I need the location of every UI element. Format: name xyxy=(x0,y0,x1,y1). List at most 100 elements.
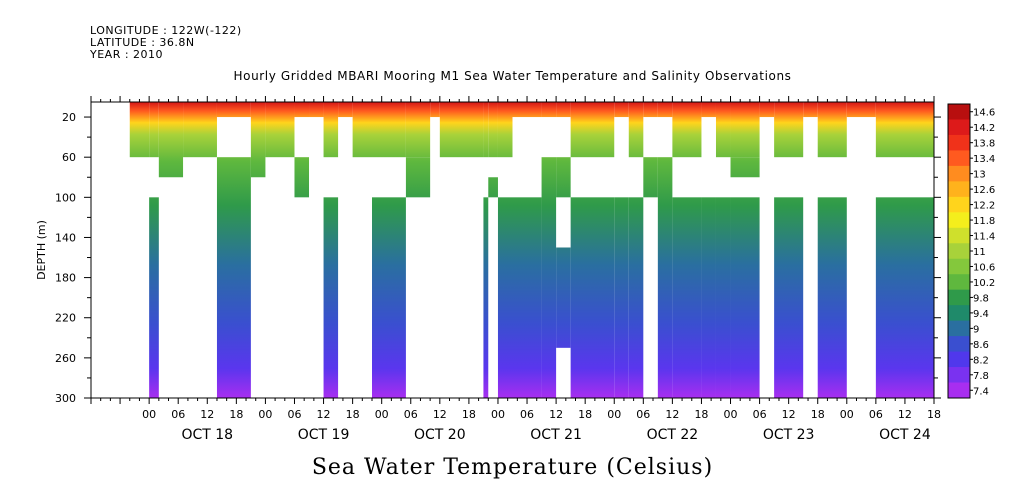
x-tick-label: 12 xyxy=(200,408,214,421)
data-cell xyxy=(430,102,440,118)
data-cell xyxy=(628,197,644,398)
colorbar-swatch xyxy=(948,305,970,322)
data-cell xyxy=(628,102,644,158)
x-tick-label: 00 xyxy=(840,408,854,421)
data-cell xyxy=(323,102,339,158)
data-cell xyxy=(774,102,804,158)
colorbar-swatch xyxy=(948,382,970,399)
latitude-label: LATITUDE : 36.8N xyxy=(90,36,195,49)
x-day-label: OCT 22 xyxy=(647,427,699,443)
x-tick-label: 18 xyxy=(927,408,941,421)
data-cell xyxy=(405,157,431,198)
x-tick-label: 18 xyxy=(694,408,708,421)
data-cell xyxy=(570,197,615,398)
data-cell xyxy=(556,247,571,348)
colorbar-label: 13 xyxy=(973,170,986,181)
y-tick-label: 220 xyxy=(55,312,76,325)
data-cell xyxy=(541,157,557,398)
colorbar-swatch xyxy=(948,165,970,182)
x-tick-label: 18 xyxy=(229,408,243,421)
x-tick-label: 12 xyxy=(549,408,563,421)
colorbar-swatch xyxy=(948,367,970,384)
x-day-label: OCT 21 xyxy=(530,427,582,443)
colorbar-label: 13.8 xyxy=(973,139,995,150)
data-cell xyxy=(372,197,406,398)
x-day-label: OCT 18 xyxy=(181,427,233,443)
data-cell xyxy=(730,197,760,398)
colorbar-label: 11.8 xyxy=(973,216,995,227)
data-cell xyxy=(701,197,716,398)
data-cell xyxy=(323,197,339,398)
colorbar-swatch xyxy=(948,336,970,353)
x-tick-label: 18 xyxy=(462,408,476,421)
colorbar-swatch xyxy=(948,150,970,167)
y-tick-label: 180 xyxy=(55,272,76,285)
colorbar-label: 9.8 xyxy=(973,293,989,304)
x-tick-label: 06 xyxy=(520,408,534,421)
longitude-label: LONGITUDE : 122W(-122) xyxy=(90,24,242,37)
x-tick-label: 12 xyxy=(433,408,447,421)
colorbar-swatch xyxy=(948,181,970,198)
x-tick-label: 12 xyxy=(898,408,912,421)
data-cell xyxy=(817,102,847,158)
x-axis: 00 06 12 18 00 06 12 18 00 06 12 18 00 06 12 18 00 06 12 18… xyxy=(90,96,941,443)
x-tick-label: 06 xyxy=(404,408,418,421)
colorbar-swatch xyxy=(948,258,970,275)
data-cell xyxy=(614,197,629,398)
x-tick-label: 00 xyxy=(491,408,505,421)
colorbar-label: 12.6 xyxy=(973,185,995,196)
x-tick-label: 12 xyxy=(317,408,331,421)
colorbar-swatch xyxy=(948,119,970,136)
plot-frame xyxy=(90,101,935,399)
x-tick-label: 06 xyxy=(753,408,767,421)
x-tick-label: 18 xyxy=(346,408,360,421)
data-cell xyxy=(614,102,629,118)
data-cell xyxy=(488,177,498,198)
year-label: YEAR : 2010 xyxy=(90,48,164,61)
data-cells xyxy=(129,102,934,398)
y-tick-label: 140 xyxy=(55,231,76,244)
data-cell xyxy=(672,102,702,158)
data-cell xyxy=(483,197,489,398)
data-cell xyxy=(149,102,159,158)
data-cell xyxy=(715,197,731,398)
data-cell xyxy=(730,157,760,178)
data-cell xyxy=(556,102,571,118)
data-cell xyxy=(541,102,557,118)
colorbar: 14.6 14.2 13.8 13.4 13 12.6 12.2 11.8 11.4 11 10.6… xyxy=(947,103,995,399)
colorbar-swatch xyxy=(948,274,970,291)
colorbar-label: 8.6 xyxy=(973,340,989,351)
chart-title: Hourly Gridded MBARI Mooring M1 Sea Wate… xyxy=(233,69,792,83)
y-tick-label: 100 xyxy=(55,191,76,204)
x-tick-label: 00 xyxy=(607,408,621,421)
data-cell xyxy=(158,102,184,178)
data-cell xyxy=(657,102,673,118)
x-day-label: OCT 20 xyxy=(414,427,466,443)
colorbar-label: 9.4 xyxy=(973,309,989,320)
colorbar-swatch xyxy=(948,212,970,229)
colorbar-label: 14.6 xyxy=(973,108,995,119)
colorbar-label: 14.2 xyxy=(973,123,995,134)
data-cell xyxy=(483,102,489,158)
data-cell xyxy=(701,102,716,118)
data-cell xyxy=(846,102,876,118)
colorbar-swatch xyxy=(948,320,970,337)
data-cell xyxy=(265,102,295,158)
x-tick-label: 18 xyxy=(578,408,592,421)
x-tick-label: 12 xyxy=(665,408,679,421)
data-cell xyxy=(643,157,658,198)
colorbar-label: 13.4 xyxy=(973,154,995,165)
colorbar-label: 11.4 xyxy=(973,232,995,243)
colorbar-label: 11 xyxy=(973,247,986,258)
colorbar-swatch xyxy=(948,289,970,306)
data-cell xyxy=(405,102,431,158)
x-tick-label: 06 xyxy=(287,408,301,421)
data-cell xyxy=(149,197,159,398)
colorbar-swatch xyxy=(948,104,970,120)
data-cell xyxy=(570,102,615,158)
data-cell xyxy=(352,102,372,158)
data-cell xyxy=(730,102,760,158)
data-cell xyxy=(875,102,934,158)
x-day-label: OCT 23 xyxy=(763,427,815,443)
colorbar-label: 8.2 xyxy=(973,355,989,366)
